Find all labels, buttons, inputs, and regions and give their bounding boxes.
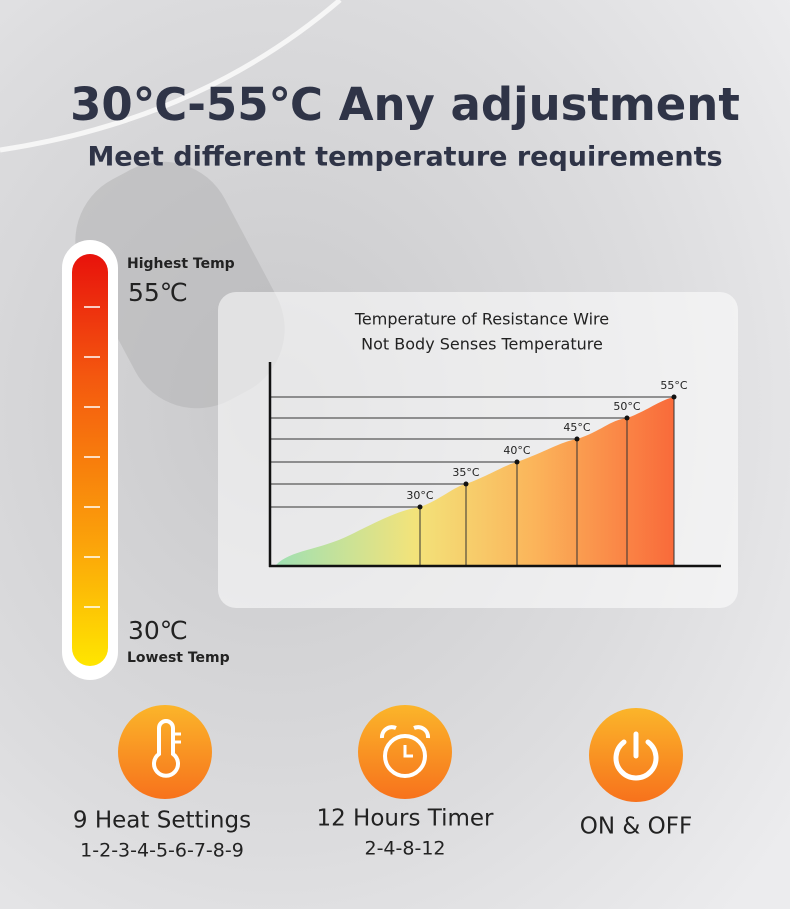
chart-points: 30°C 35°C 40°C 45°C 50°C 55°C bbox=[406, 379, 688, 510]
high-value: 55℃ bbox=[128, 278, 188, 307]
chart-title: Temperature of Resistance Wire bbox=[354, 310, 609, 329]
point bbox=[417, 504, 423, 510]
point bbox=[671, 394, 677, 400]
point bbox=[463, 481, 469, 487]
subtitle: Meet different temperature requirements bbox=[87, 142, 722, 173]
feature-title: ON & OFF bbox=[580, 814, 692, 840]
thermometer-ticks bbox=[84, 306, 100, 608]
feature-title: 9 Heat Settings bbox=[73, 808, 251, 834]
point-label: 35°C bbox=[452, 466, 479, 479]
feature-title: 12 Hours Timer bbox=[316, 806, 494, 832]
icon-alarm bbox=[358, 705, 452, 799]
icon-thermometer bbox=[118, 705, 212, 799]
cable bbox=[0, 0, 342, 153]
icon-power bbox=[589, 708, 683, 802]
thermometer-fill bbox=[72, 254, 108, 666]
point-label: 50°C bbox=[613, 400, 640, 413]
title: 30℃-55℃ Any adjustment bbox=[70, 78, 740, 131]
feature-detail: 1-2-3-4-5-6-7-8-9 bbox=[80, 840, 244, 862]
point-label: 40°C bbox=[503, 444, 530, 457]
point bbox=[514, 459, 520, 465]
point-label: 55°C bbox=[660, 379, 687, 392]
chart-lines bbox=[270, 396, 675, 566]
feature-detail: 2-4-8-12 bbox=[364, 838, 445, 860]
low-label: Lowest Temp bbox=[127, 650, 230, 666]
high-label: Highest Temp bbox=[127, 256, 235, 272]
point-label: 45°C bbox=[563, 421, 590, 434]
chart-area bbox=[276, 397, 674, 565]
point bbox=[624, 415, 630, 421]
point-label: 30°C bbox=[406, 489, 433, 502]
point bbox=[574, 436, 580, 442]
chart-title: Not Body Senses Temperature bbox=[361, 335, 603, 354]
low-value: 30℃ bbox=[128, 616, 188, 645]
